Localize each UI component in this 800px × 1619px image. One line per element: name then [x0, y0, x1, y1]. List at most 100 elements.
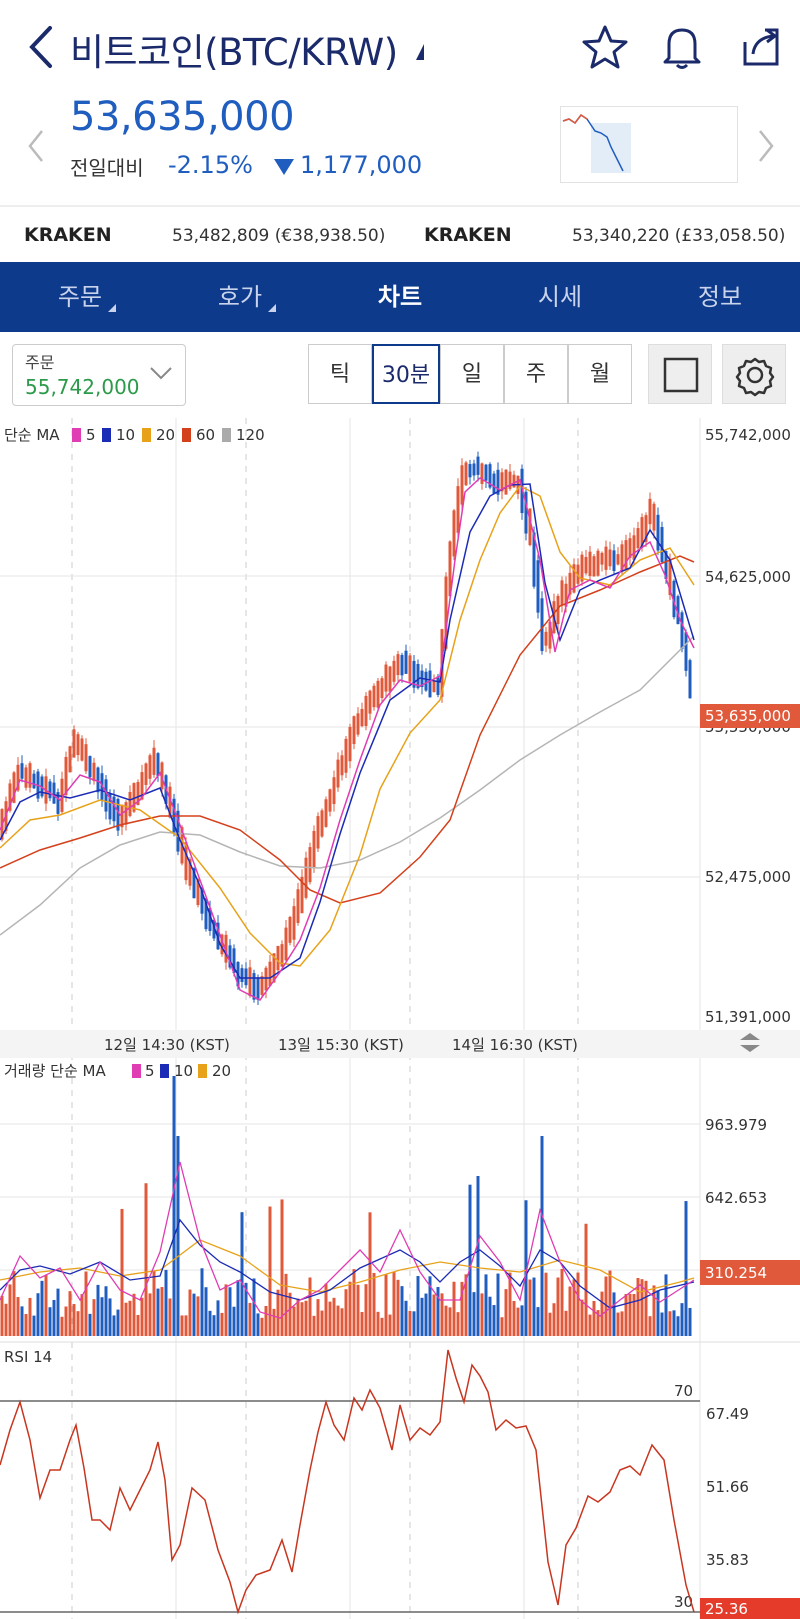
volume-bar	[668, 1311, 672, 1336]
candle-body	[328, 789, 332, 812]
volume-bar	[636, 1278, 640, 1336]
title-dropdown-icon[interactable]	[416, 44, 424, 60]
draw-toggle[interactable]	[648, 344, 712, 404]
volume-bar	[672, 1310, 676, 1336]
tab-orderbook[interactable]: 호가	[160, 262, 320, 332]
candle-body	[336, 759, 340, 788]
candle-body	[112, 796, 116, 822]
y-tick: 51,391,000	[705, 1008, 791, 1026]
tab-chart[interactable]: 차트	[320, 262, 480, 332]
candle-body	[340, 755, 344, 776]
candle-body	[400, 655, 404, 676]
candle-body	[16, 764, 20, 791]
volume-bar	[680, 1303, 684, 1336]
ma120-line	[0, 635, 695, 936]
candle-body	[284, 927, 288, 961]
chart-area[interactable]: 단순 MA 5 10 20 60 120 55,742,000 54,625,0…	[0, 418, 800, 1619]
mini-chart[interactable]	[560, 106, 738, 183]
chevron-left-icon[interactable]	[26, 128, 46, 164]
volume-bar	[604, 1276, 608, 1336]
volume-bar	[532, 1277, 536, 1336]
volume-bar	[40, 1280, 44, 1336]
period-30min[interactable]: 30분	[372, 344, 440, 404]
tab-quotes[interactable]: 시세	[480, 262, 640, 332]
volume-bar	[428, 1276, 432, 1336]
candle-body	[252, 973, 256, 1000]
resize-icon[interactable]	[740, 1033, 760, 1052]
ma10-line	[0, 483, 695, 979]
back-icon[interactable]	[22, 22, 62, 72]
candle-body	[268, 961, 272, 986]
volume-bar	[228, 1287, 232, 1336]
volume-bar	[460, 1281, 464, 1336]
candle-body	[68, 746, 72, 773]
volume-bar	[404, 1300, 408, 1336]
star-icon[interactable]	[580, 22, 630, 72]
period-day[interactable]: 일	[440, 344, 504, 404]
candle-body	[196, 879, 200, 905]
time-axis: 12일 14:30 (KST) 13일 15:30 (KST) 14일 16:3…	[104, 1036, 578, 1054]
volume-bar	[168, 1298, 172, 1336]
settings-button[interactable]	[722, 344, 786, 404]
chevron-right-icon[interactable]	[756, 128, 776, 164]
change-label: 전일대비	[70, 156, 144, 180]
bell-icon[interactable]	[657, 22, 707, 72]
share-icon[interactable]	[737, 22, 787, 72]
candle-body	[592, 556, 596, 577]
volume-bar	[368, 1212, 372, 1336]
volume-bar	[476, 1176, 480, 1336]
period-tick[interactable]: 틱	[308, 344, 372, 404]
volume-bar	[280, 1199, 284, 1336]
candle-body	[132, 783, 136, 812]
tab-order[interactable]: 주문	[0, 262, 160, 332]
volume-bar	[64, 1306, 68, 1336]
candle-body	[432, 680, 436, 693]
exchange-value: 53,340,220 (£33,058.50)	[572, 226, 786, 246]
volume-bar	[272, 1308, 276, 1336]
candle-body	[360, 709, 364, 727]
order-price-select[interactable]: 주문 55,742,000	[12, 344, 186, 406]
candle-body	[348, 726, 352, 762]
volume-bar	[296, 1298, 300, 1336]
candle-body	[52, 782, 56, 804]
volume-bar	[400, 1286, 404, 1336]
candle-body	[620, 544, 624, 571]
volume-bar	[20, 1306, 24, 1336]
volume-bar	[208, 1310, 212, 1336]
volume-bar	[544, 1272, 548, 1336]
candle-body	[392, 660, 396, 682]
candle-body	[556, 595, 560, 625]
period-month[interactable]: 월	[568, 344, 632, 404]
volume-bar	[304, 1300, 308, 1336]
candle-body	[484, 464, 488, 481]
volume-bar	[92, 1299, 96, 1336]
candle-body	[244, 968, 248, 986]
candle-body	[672, 580, 676, 618]
tab-label: 차트	[377, 283, 423, 311]
candle-body	[76, 734, 80, 756]
y-tick: 963.979	[705, 1116, 767, 1134]
candle-body	[476, 456, 480, 475]
candle-body	[320, 810, 324, 837]
volume-bar	[284, 1273, 288, 1336]
candle-body	[232, 948, 236, 974]
period-week[interactable]: 주	[504, 344, 568, 404]
volume-bar	[392, 1271, 396, 1336]
volume-bar	[248, 1302, 252, 1336]
volume-bar	[36, 1293, 40, 1336]
tab-caret-icon	[268, 304, 276, 312]
volume-bar	[148, 1293, 152, 1336]
volume-bar	[520, 1305, 524, 1336]
volume-bar	[464, 1274, 468, 1336]
volume-current-marker	[700, 1260, 800, 1285]
volume-bar	[276, 1289, 280, 1336]
volume-bar	[80, 1294, 84, 1336]
volume-bar	[676, 1316, 680, 1336]
header: 비트코인(BTC/KRW) 53,635,000 전일대비 -2.15% 1,1…	[0, 0, 800, 205]
exchange-row: KRAKEN 53,482,809 (€38,938.50) KRAKEN 53…	[0, 207, 800, 262]
volume-bar	[388, 1314, 392, 1336]
tab-info[interactable]: 정보	[640, 262, 800, 332]
candle-body	[528, 508, 532, 546]
volume-bar	[412, 1311, 416, 1336]
page-title[interactable]: 비트코인(BTC/KRW)	[70, 31, 398, 74]
